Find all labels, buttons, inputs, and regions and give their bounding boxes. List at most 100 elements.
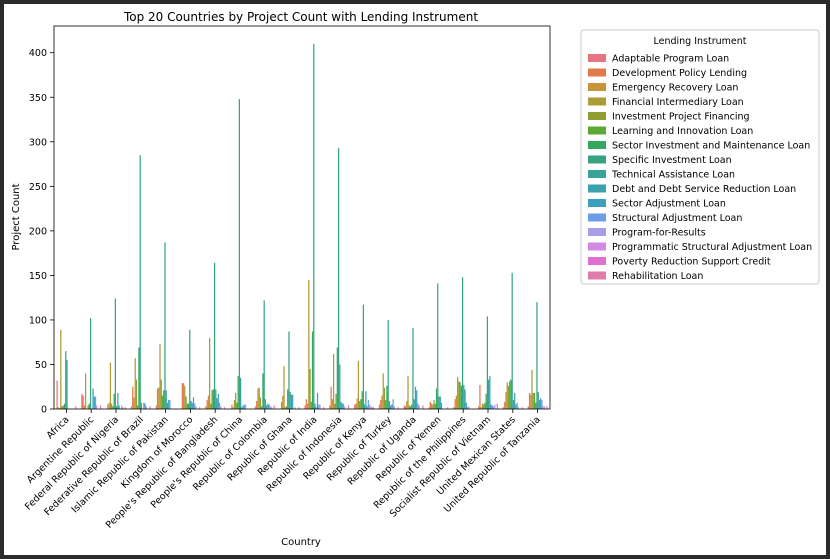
bar	[311, 331, 314, 409]
bar	[271, 407, 273, 409]
bar	[502, 407, 505, 409]
bar	[137, 405, 139, 409]
bar	[342, 403, 345, 409]
bar	[490, 404, 492, 409]
y-tick-label: 200	[29, 226, 47, 237]
bar	[268, 404, 270, 409]
bar	[540, 398, 542, 409]
bar	[257, 388, 259, 409]
bar	[139, 155, 141, 409]
bar	[99, 405, 102, 409]
bar	[483, 404, 485, 409]
bar	[457, 376, 459, 409]
bar	[359, 400, 361, 409]
bar	[368, 404, 371, 409]
bar	[120, 405, 123, 409]
bar	[63, 403, 66, 409]
bar	[236, 402, 238, 409]
bar	[412, 327, 414, 409]
bar	[481, 403, 484, 409]
bar	[238, 99, 240, 410]
bar	[484, 402, 486, 409]
bar	[365, 391, 367, 409]
y-tick-label: 300	[29, 137, 47, 148]
bar	[134, 358, 136, 409]
bar	[57, 407, 59, 409]
bar	[212, 389, 214, 409]
legend-entry: Investment Project Financing	[612, 112, 750, 123]
bar	[133, 397, 135, 409]
bar	[159, 343, 161, 409]
bar	[89, 318, 92, 409]
bar	[96, 405, 98, 409]
legend-swatch	[588, 54, 606, 62]
bar	[165, 390, 167, 409]
bar	[138, 347, 140, 409]
bar	[256, 400, 258, 409]
bar	[182, 383, 185, 409]
legend-swatch	[588, 126, 606, 135]
bar	[319, 404, 321, 409]
bar-chart: Top 20 Countries by Project Count with L…	[11, 10, 820, 548]
bar	[461, 277, 464, 409]
bar	[283, 366, 285, 409]
bar	[454, 399, 456, 409]
bar	[149, 406, 151, 409]
bar	[124, 407, 126, 409]
bar	[455, 395, 457, 409]
bar	[220, 406, 222, 409]
chart-title: Top 20 Countries by Project Count with L…	[123, 10, 478, 24]
bar	[330, 386, 332, 409]
bar	[485, 393, 487, 409]
bar	[161, 395, 164, 409]
legend-entry: Technical Assistance Loan	[611, 170, 735, 181]
bar	[217, 393, 219, 409]
bar	[504, 401, 506, 409]
bar	[288, 331, 290, 409]
bar	[305, 399, 307, 409]
bar	[505, 392, 507, 409]
bar	[511, 272, 513, 409]
bar	[259, 397, 262, 409]
bar	[166, 402, 169, 409]
bar	[486, 316, 488, 409]
bar	[435, 388, 438, 409]
legend: Lending Instrument Adaptable Program Loa…	[580, 29, 820, 285]
bar	[362, 304, 364, 409]
bar	[315, 407, 317, 409]
legend-swatch	[588, 257, 606, 265]
bar	[191, 402, 193, 409]
bar	[58, 408, 61, 409]
bar	[304, 405, 306, 409]
legend-entry: Emergency Recovery Loan	[612, 83, 738, 94]
bar	[108, 402, 110, 409]
bar	[75, 406, 77, 409]
bar	[241, 407, 243, 409]
bar	[422, 405, 424, 409]
bar	[459, 382, 461, 409]
bar	[195, 406, 197, 409]
bar	[433, 400, 435, 409]
bar	[262, 373, 264, 409]
bar	[145, 406, 147, 409]
legend-swatch	[588, 228, 606, 236]
bar	[107, 404, 109, 409]
bar	[527, 406, 529, 409]
bar	[437, 283, 439, 409]
bar	[61, 406, 63, 409]
bar	[339, 364, 341, 409]
bar	[160, 379, 162, 409]
legend-entry: Development Policy Lending	[612, 68, 747, 79]
bar	[306, 403, 309, 409]
bar	[432, 404, 434, 409]
bar	[185, 396, 187, 409]
bar	[130, 406, 133, 409]
bar	[336, 347, 338, 409]
bar	[507, 385, 510, 409]
bar	[406, 400, 408, 409]
bar	[118, 405, 120, 409]
bar	[287, 389, 289, 409]
bar	[112, 406, 114, 409]
bar	[542, 406, 544, 409]
bar	[163, 390, 165, 409]
